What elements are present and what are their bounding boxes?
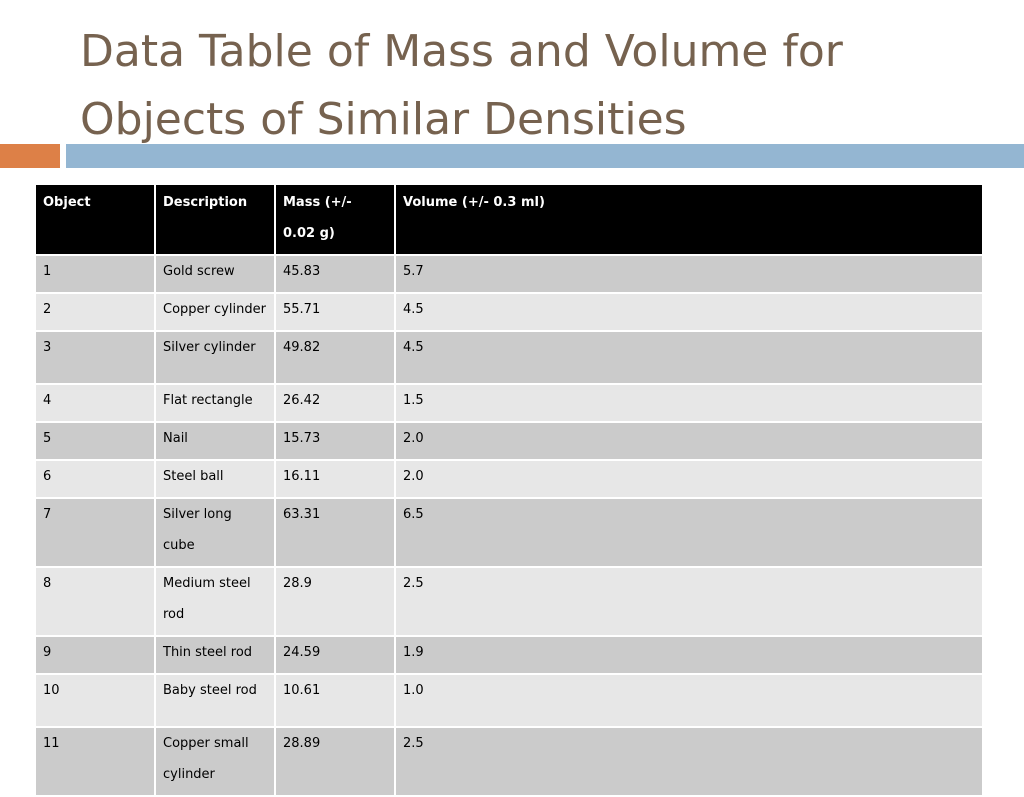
cell-object: 7 xyxy=(34,497,156,568)
table-row: 3 Silver cylinder 49.82 4.5 xyxy=(34,330,984,385)
cell-description: Nail xyxy=(154,421,276,461)
table-row: 8 Medium steel rod 28.9 2.5 xyxy=(34,566,984,637)
cell-object: 1 xyxy=(34,254,156,294)
cell-object: 3 xyxy=(34,330,156,385)
cell-object: 5 xyxy=(34,421,156,461)
table-row: 11 Copper small cylinder 28.89 2.5 xyxy=(34,726,984,797)
table-row: 2 Copper cylinder 55.71 4.5 xyxy=(34,292,984,332)
table-row: 1 Gold screw 45.83 5.7 xyxy=(34,254,984,294)
cell-volume: 2.0 xyxy=(394,421,984,461)
cell-volume: 4.5 xyxy=(394,330,984,385)
table-row: 4 Flat rectangle 26.42 1.5 xyxy=(34,383,984,423)
cell-mass: 55.71 xyxy=(274,292,396,332)
cell-description: Silver long cube xyxy=(154,497,276,568)
table-row: 6 Steel ball 16.11 2.0 xyxy=(34,459,984,499)
data-table: Object Description Mass (+/- 0.02 g) Vol… xyxy=(34,183,984,797)
cell-mass: 63.31 xyxy=(274,497,396,568)
cell-object: 11 xyxy=(34,726,156,797)
cell-volume: 1.9 xyxy=(394,635,984,675)
cell-object: 6 xyxy=(34,459,156,499)
cell-volume: 4.5 xyxy=(394,292,984,332)
cell-volume: 2.0 xyxy=(394,459,984,499)
cell-object: 9 xyxy=(34,635,156,675)
cell-volume: 5.7 xyxy=(394,254,984,294)
cell-mass: 26.42 xyxy=(274,383,396,423)
cell-description: Flat rectangle xyxy=(154,383,276,423)
cell-volume: 1.5 xyxy=(394,383,984,423)
cell-description: Copper small cylinder xyxy=(154,726,276,797)
cell-description: Medium steel rod xyxy=(154,566,276,637)
cell-object: 8 xyxy=(34,566,156,637)
cell-mass: 16.11 xyxy=(274,459,396,499)
cell-description: Copper cylinder xyxy=(154,292,276,332)
cell-object: 10 xyxy=(34,673,156,728)
table-header-row: Object Description Mass (+/- 0.02 g) Vol… xyxy=(34,183,984,256)
cell-mass: 10.61 xyxy=(274,673,396,728)
cell-description: Thin steel rod xyxy=(154,635,276,675)
cell-object: 4 xyxy=(34,383,156,423)
slide-title: Data Table of Mass and Volume for Object… xyxy=(80,26,843,145)
header-description: Description xyxy=(154,183,276,256)
cell-volume: 6.5 xyxy=(394,497,984,568)
cell-description: Gold screw xyxy=(154,254,276,294)
cell-volume: 2.5 xyxy=(394,566,984,637)
cell-mass: 15.73 xyxy=(274,421,396,461)
cell-description: Baby steel rod xyxy=(154,673,276,728)
cell-mass: 28.89 xyxy=(274,726,396,797)
cell-description: Silver cylinder xyxy=(154,330,276,385)
cell-description: Steel ball xyxy=(154,459,276,499)
cell-mass: 28.9 xyxy=(274,566,396,637)
cell-volume: 1.0 xyxy=(394,673,984,728)
cell-volume: 2.5 xyxy=(394,726,984,797)
cell-mass: 45.83 xyxy=(274,254,396,294)
table-row: 10 Baby steel rod 10.61 1.0 xyxy=(34,673,984,728)
cell-object: 2 xyxy=(34,292,156,332)
table-row: 7 Silver long cube 63.31 6.5 xyxy=(34,497,984,568)
accent-bar-orange xyxy=(0,144,60,168)
header-object: Object xyxy=(34,183,156,256)
table-row: 9 Thin steel rod 24.59 1.9 xyxy=(34,635,984,675)
header-mass: Mass (+/- 0.02 g) xyxy=(274,183,396,256)
table-row: 5 Nail 15.73 2.0 xyxy=(34,421,984,461)
accent-bar-blue xyxy=(66,144,1024,168)
cell-mass: 24.59 xyxy=(274,635,396,675)
cell-mass: 49.82 xyxy=(274,330,396,385)
header-volume: Volume (+/- 0.3 ml) xyxy=(394,183,984,256)
